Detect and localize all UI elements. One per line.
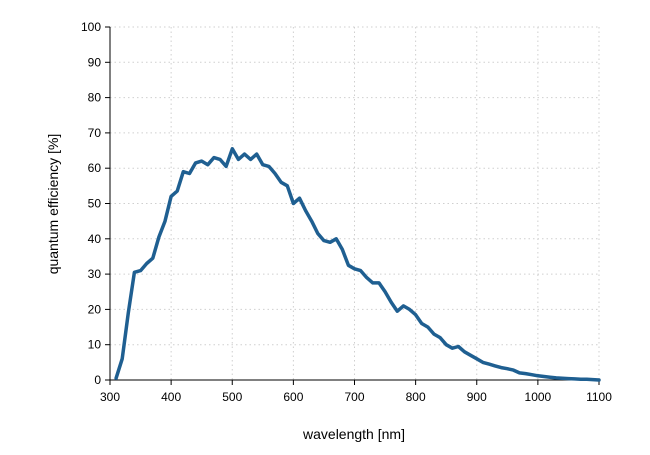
y-tick-label-20: 20 [88,302,102,316]
x-tick-label-1000: 1000 [525,390,552,404]
x-tick-label-900: 900 [467,390,487,404]
y-tick-label-100: 100 [81,20,101,34]
x-tick-label-1100: 1100 [586,390,612,404]
x-tick-label-700: 700 [344,390,364,404]
axis-layer [105,26,600,385]
label-layer: 0 10 20 30 40 50 60 70 80 90 100 300 400 500 600 700 800… [81,20,612,404]
y-tick-label-90: 90 [88,55,102,69]
grid-layer [110,26,600,380]
series-line-0 [114,147,601,382]
x-tick-label-600: 600 [283,390,303,404]
x-tick-label-500: 500 [222,390,242,404]
y-tick-label-70: 70 [88,126,102,140]
x-tick-label-800: 800 [406,390,426,404]
x-tick-label-400: 400 [161,390,181,404]
y-tick-label-60: 60 [88,161,102,175]
y-tick-label-0: 0 [94,373,101,387]
y-tick-label-40: 40 [88,232,102,246]
y-tick-label-10: 10 [88,338,102,352]
series-layer [114,147,601,382]
y-tick-label-80: 80 [88,91,102,105]
y-tick-label-30: 30 [88,267,102,281]
x-axis-title: wavelength [nm] [302,426,405,442]
x-tick-label-300: 300 [100,390,120,404]
y-tick-label-50: 50 [88,197,102,211]
y-axis-title: quantum efficiency [%] [45,134,61,275]
